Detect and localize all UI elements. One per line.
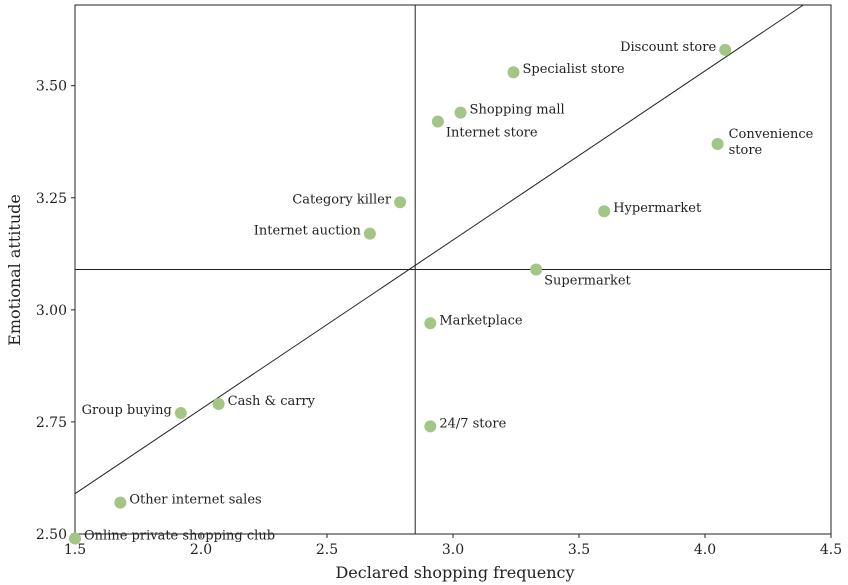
data-point <box>431 115 444 128</box>
x-tick-label: 3.0 <box>442 542 464 558</box>
point-label: Marketplace <box>439 313 523 328</box>
point-label: Supermarket <box>544 274 631 289</box>
point-label: Internet store <box>446 126 538 141</box>
point-label: Other internet sales <box>129 493 261 508</box>
trend-line <box>74 4 804 495</box>
x-tick-label: 2.0 <box>190 542 212 558</box>
data-point <box>598 205 611 218</box>
point-label: Shopping mall <box>470 103 565 118</box>
data-point <box>363 227 376 240</box>
point-label: Cash & carry <box>228 394 316 409</box>
data-point <box>530 263 543 276</box>
point-label: Discount store <box>620 40 716 55</box>
data-point <box>394 196 407 209</box>
y-axis-ticks: 2.50 2.75 3.00 3.25 3.50 <box>36 79 75 543</box>
y-tick-label: 3.25 <box>36 191 67 207</box>
x-tick-label: 4.5 <box>820 542 842 558</box>
x-tick-label: 4.0 <box>694 542 716 558</box>
quadrant-lines <box>75 5 831 534</box>
y-axis-title: Emotional attitude <box>5 194 24 346</box>
x-axis-title: Declared shopping frequency <box>335 563 574 582</box>
x-tick-label: 2.5 <box>316 542 338 558</box>
point-label: Online private shopping club <box>84 528 275 543</box>
x-tick-label: 1.5 <box>64 542 86 558</box>
data-point <box>507 66 520 79</box>
data-point <box>212 397 225 410</box>
y-tick-label: 3.50 <box>36 79 67 95</box>
data-point <box>174 406 187 419</box>
y-tick-label: 2.50 <box>36 527 67 543</box>
diagonal-line <box>74 4 804 495</box>
x-axis-ticks: 1.5 2.0 2.5 3.0 3.5 4.0 4.5 <box>64 534 842 558</box>
data-point <box>454 106 467 119</box>
point-label: 24/7 store <box>439 416 506 431</box>
data-point <box>424 420 437 433</box>
y-tick-label: 3.00 <box>36 303 67 319</box>
data-point <box>711 137 724 150</box>
point-label: Category killer <box>292 192 391 207</box>
point-label: Specialist store <box>522 62 624 77</box>
data-points: Discount store Specialist store Shopping m… <box>69 40 814 545</box>
data-point <box>69 532 81 545</box>
data-point <box>424 317 437 330</box>
point-label: Internet auction <box>254 224 362 239</box>
x-tick-label: 3.5 <box>568 542 590 558</box>
y-tick-label: 2.75 <box>36 415 67 431</box>
point-label: Convenience store <box>729 127 814 158</box>
point-label: Group buying <box>82 403 172 418</box>
data-point <box>114 496 127 509</box>
data-point <box>719 43 732 56</box>
point-label: Hypermarket <box>613 201 702 216</box>
